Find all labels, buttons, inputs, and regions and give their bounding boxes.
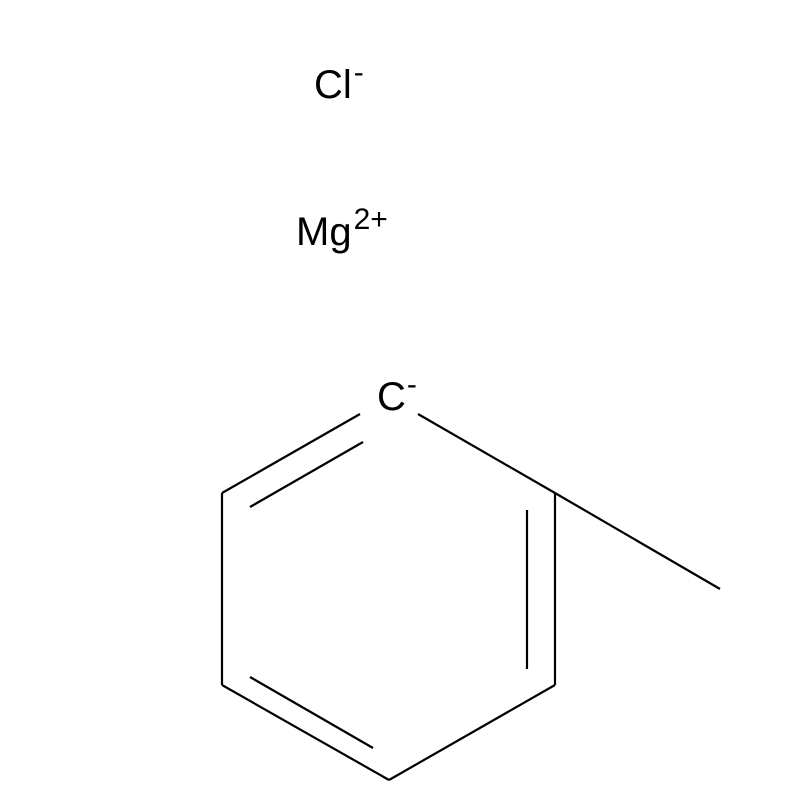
bond-line xyxy=(555,493,720,589)
magnesium-charge: 2+ xyxy=(354,203,388,236)
bond-line xyxy=(250,442,363,507)
bond-line xyxy=(418,414,555,493)
bond-line xyxy=(222,414,360,493)
chloride-charge: - xyxy=(354,56,364,89)
carbanion-charge: - xyxy=(407,368,417,401)
bonds-group xyxy=(222,414,720,780)
magnesium-cation-label: Mg2+ xyxy=(296,203,388,254)
bond-line xyxy=(222,685,389,780)
chloride-ion-label: Cl- xyxy=(314,56,364,107)
molecule-diagram: Cl- Mg2+ C- xyxy=(0,0,800,800)
chloride-base: Cl xyxy=(314,63,352,107)
magnesium-base: Mg xyxy=(296,210,352,254)
carbanion-base: C xyxy=(377,375,406,419)
bond-line xyxy=(389,685,555,780)
carbanion-label: C- xyxy=(377,368,417,419)
